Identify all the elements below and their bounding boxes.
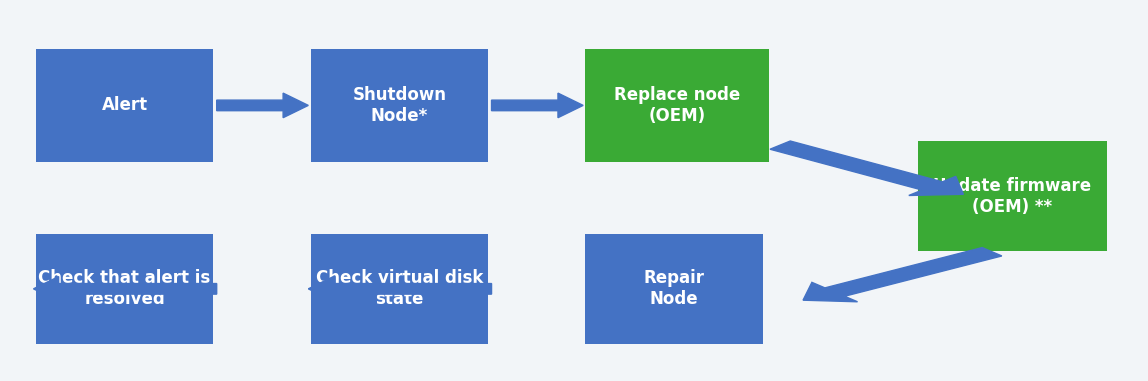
Text: Check virtual disk
state: Check virtual disk state (316, 269, 483, 308)
FancyBboxPatch shape (36, 234, 214, 344)
FancyArrow shape (217, 93, 309, 118)
FancyBboxPatch shape (585, 234, 763, 344)
Text: Repair
Node: Repair Node (644, 269, 705, 308)
FancyArrow shape (770, 141, 963, 195)
FancyBboxPatch shape (311, 49, 488, 162)
FancyArrow shape (309, 277, 491, 301)
Text: Alert: Alert (101, 96, 148, 114)
FancyArrow shape (804, 248, 1002, 302)
Text: Replace node
(OEM): Replace node (OEM) (614, 86, 740, 125)
FancyBboxPatch shape (585, 49, 769, 162)
FancyBboxPatch shape (311, 234, 488, 344)
FancyArrow shape (491, 93, 583, 118)
Text: Check that alert is
resolved: Check that alert is resolved (38, 269, 210, 308)
Text: Update firmware
(OEM) **: Update firmware (OEM) ** (933, 177, 1091, 216)
FancyArrow shape (33, 277, 217, 301)
Text: Shutdown
Node*: Shutdown Node* (352, 86, 447, 125)
FancyBboxPatch shape (917, 141, 1107, 251)
FancyBboxPatch shape (36, 49, 214, 162)
